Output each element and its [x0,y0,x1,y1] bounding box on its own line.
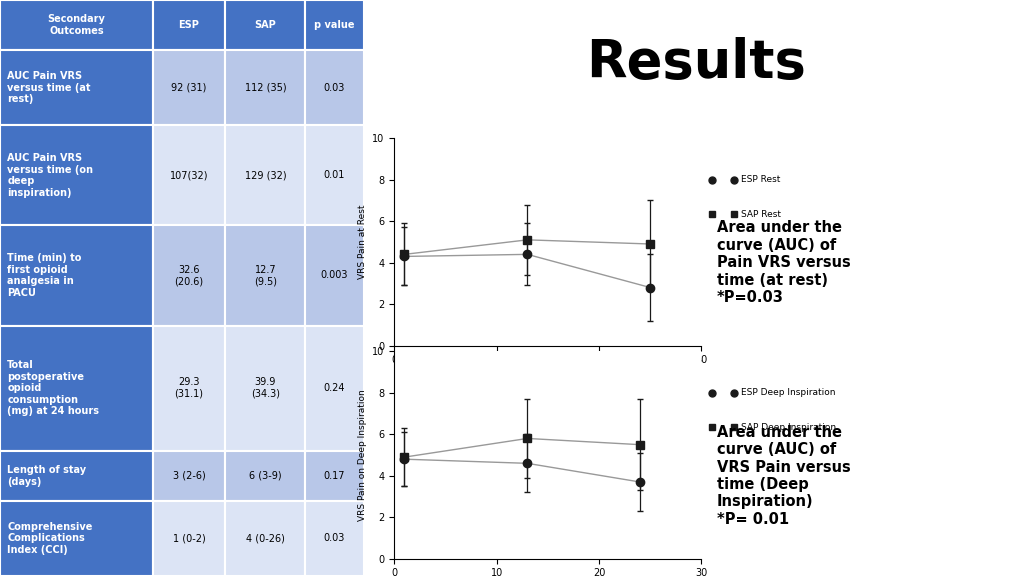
Text: 92 (31): 92 (31) [171,82,207,93]
Text: Comprehensive
Complications
Index (CCI): Comprehensive Complications Index (CCI) [7,522,92,555]
Text: 3 (2-6): 3 (2-6) [173,471,206,481]
Text: 6 (3-9): 6 (3-9) [249,471,282,481]
Text: 0.17: 0.17 [324,471,345,481]
Text: 4 (0-26): 4 (0-26) [246,533,285,543]
Bar [153,325,225,451]
Text: Secondary
Outcomes: Secondary Outcomes [47,14,105,36]
Text: Area under the
curve (AUC) of
VRS Pain versus
time (Deep
Inspiration)
*P= 0.01: Area under the curve (AUC) of VRS Pain v… [717,425,851,527]
Text: 0.24: 0.24 [324,383,345,393]
Bar [225,501,305,576]
Text: 129 (32): 129 (32) [245,170,286,180]
Bar [153,501,225,576]
Text: 107(32): 107(32) [170,170,208,180]
Bar [0,125,153,225]
Text: Time (min) to
first opioid
analgesia in
PACU: Time (min) to first opioid analgesia in … [7,253,82,298]
Text: 29.3
(31.1): 29.3 (31.1) [174,377,204,399]
Text: p value: p value [314,20,354,30]
Bar [305,501,364,576]
Text: ESP: ESP [178,20,200,30]
Bar [153,50,225,125]
Text: 12.7
(9.5): 12.7 (9.5) [254,265,276,286]
Text: 1 (0-2): 1 (0-2) [173,533,206,543]
Bar [305,0,364,50]
Bar [225,125,305,225]
Text: *: * [646,370,654,385]
Text: Area under the
curve (AUC) of
Pain VRS versus
time (at rest)
*P=0.03: Area under the curve (AUC) of Pain VRS v… [717,221,851,305]
Text: 0.01: 0.01 [324,170,345,180]
Bar [305,225,364,325]
Bar [225,0,305,50]
Text: 0.003: 0.003 [321,271,348,281]
Text: AUC Pain VRS
versus time (on
deep
inspiration): AUC Pain VRS versus time (on deep inspir… [7,153,93,198]
Text: SAP Rest: SAP Rest [741,210,781,219]
Y-axis label: VRS Pain at Rest: VRS Pain at Rest [357,204,367,279]
Bar [0,50,153,125]
Text: ESP Rest: ESP Rest [741,175,780,184]
Bar [305,125,364,225]
Text: 112 (35): 112 (35) [245,82,286,93]
Text: Total
postoperative
opioid
consumption
(mg) at 24 hours: Total postoperative opioid consumption (… [7,360,99,416]
Bar [305,451,364,501]
Bar [305,50,364,125]
Text: Results: Results [587,37,806,89]
Text: 0.03: 0.03 [324,533,345,543]
Bar [225,325,305,451]
Bar [225,50,305,125]
Bar [225,451,305,501]
Bar [0,225,153,325]
Bar [153,225,225,325]
Bar [153,0,225,50]
Bar [305,325,364,451]
Y-axis label: VRS Pain on Deep Inspiration: VRS Pain on Deep Inspiration [357,389,367,521]
Text: SAP: SAP [255,20,276,30]
X-axis label: Time (hr): Time (hr) [524,371,571,381]
Text: 39.9
(34.3): 39.9 (34.3) [251,377,280,399]
Bar [0,451,153,501]
Text: 0.03: 0.03 [324,82,345,93]
Text: 32.6
(20.6): 32.6 (20.6) [174,265,204,286]
Text: Length of stay
(days): Length of stay (days) [7,465,86,487]
Bar [0,0,153,50]
Text: ESP Deep Inspiration: ESP Deep Inspiration [741,388,836,397]
Bar [0,325,153,451]
Bar [153,451,225,501]
Text: SAP Deep Inspiration: SAP Deep Inspiration [741,423,837,432]
Bar [0,501,153,576]
Text: AUC Pain VRS
versus time (at
rest): AUC Pain VRS versus time (at rest) [7,71,91,104]
Bar [153,125,225,225]
Bar [225,225,305,325]
